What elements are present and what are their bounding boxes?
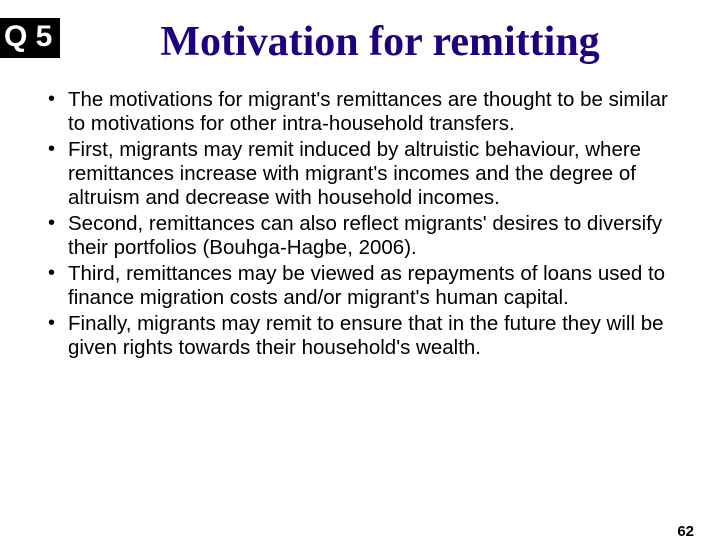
list-item: Third, remittances may be viewed as repa… <box>48 262 680 310</box>
bullet-list: The motivations for migrant's remittance… <box>48 88 680 360</box>
list-item: First, migrants may remit induced by alt… <box>48 138 680 210</box>
slide-title: Motivation for remitting <box>70 18 690 66</box>
list-item: Second, remittances can also reflect mig… <box>48 212 680 260</box>
page-number: 62 <box>677 523 694 540</box>
question-badge: Q 5 <box>0 18 60 58</box>
list-item: The motivations for migrant's remittance… <box>48 88 680 136</box>
list-item: Finally, migrants may remit to ensure th… <box>48 312 680 360</box>
